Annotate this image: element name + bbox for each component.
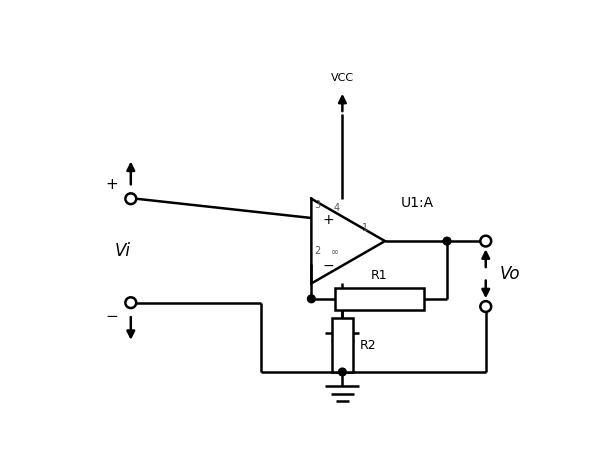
Text: VCC: VCC <box>331 73 354 83</box>
Text: 1: 1 <box>362 223 368 234</box>
Circle shape <box>308 295 315 303</box>
Text: Vi: Vi <box>115 242 131 260</box>
Text: R1: R1 <box>371 269 388 282</box>
Text: U1:A: U1:A <box>401 196 434 210</box>
Text: +: + <box>323 212 334 227</box>
Text: 3: 3 <box>314 200 320 210</box>
Text: +: + <box>105 177 118 192</box>
Text: Vo: Vo <box>500 265 520 283</box>
Circle shape <box>125 193 136 204</box>
Text: −: − <box>323 259 334 272</box>
Circle shape <box>125 297 136 308</box>
Circle shape <box>481 301 491 312</box>
Text: 2: 2 <box>314 247 321 257</box>
Circle shape <box>443 237 451 245</box>
Circle shape <box>481 236 491 247</box>
Text: 4: 4 <box>333 203 339 212</box>
Text: R2: R2 <box>359 339 376 352</box>
Circle shape <box>338 368 346 376</box>
Bar <box>335 288 424 310</box>
Bar <box>332 318 353 372</box>
Text: ∞: ∞ <box>331 247 338 257</box>
Text: −: − <box>105 309 118 324</box>
